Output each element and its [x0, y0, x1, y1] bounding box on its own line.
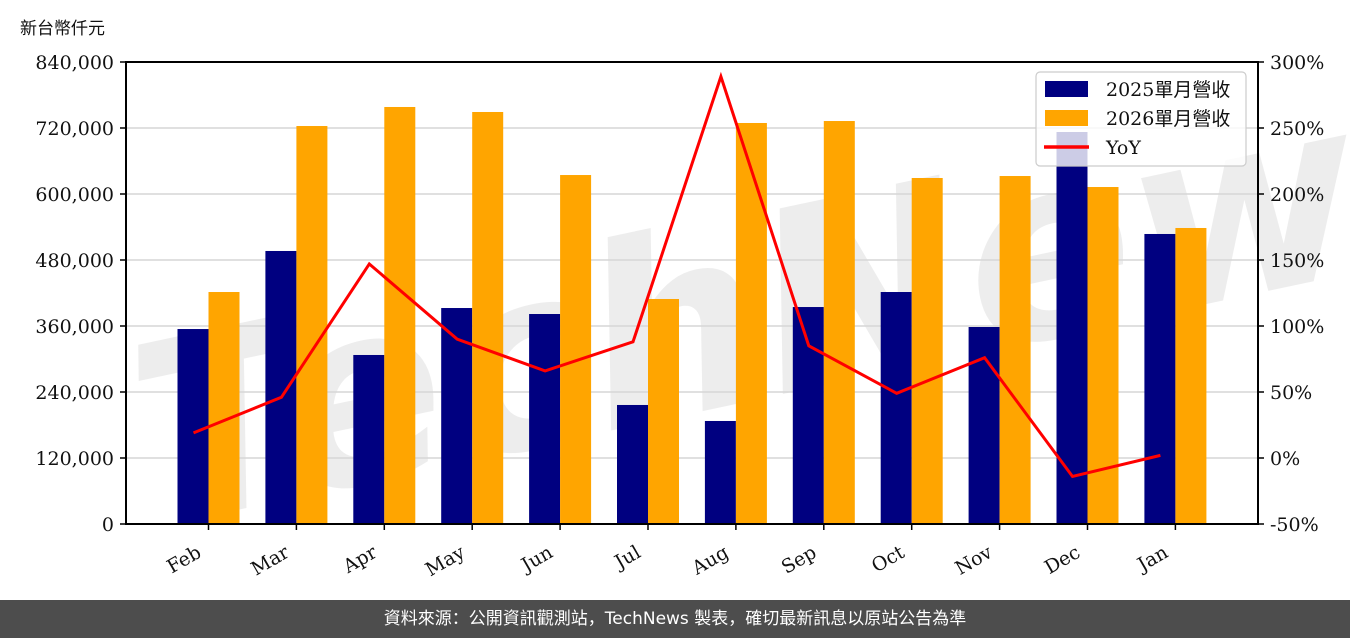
combo-chart: TechNews 0120,000240,000360,000480,00060…: [35, 10, 1350, 584]
bar-2025: [617, 404, 648, 524]
bar-2026: [648, 298, 679, 524]
bar-2025: [1144, 233, 1176, 525]
x-tick-label: Dec: [1041, 541, 1084, 579]
x-tick-label: May: [422, 541, 469, 581]
bar-2026: [384, 106, 416, 525]
bar-2026: [472, 111, 504, 525]
bar-2026: [735, 122, 767, 525]
legend-swatch-icon: [1045, 110, 1088, 126]
y-tick-label: 600,000: [35, 184, 114, 206]
yoy-line-series: [192, 71, 1161, 479]
y-tick-label: 240,000: [35, 382, 114, 404]
legend-label: YoY: [1105, 137, 1141, 159]
y2-tick-label: 0%: [1270, 448, 1300, 470]
bar-2026: [1175, 227, 1207, 525]
bar-2026: [999, 176, 1031, 524]
y-axis-unit-label: 新台幣仟元: [20, 19, 105, 39]
bar-series: [177, 106, 1207, 525]
y-tick-label: 480,000: [35, 250, 114, 272]
y-tick-label: 120,000: [35, 448, 114, 470]
y2-tick-label: 250%: [1270, 118, 1324, 140]
bar-2025: [1056, 132, 1088, 524]
x-tick-label: Jun: [516, 541, 557, 577]
legend-label: 2026單月營收: [1106, 108, 1230, 130]
x-tick-label: Nov: [951, 541, 996, 580]
yoy-line: [192, 71, 1161, 479]
y2-tick-label: 100%: [1270, 316, 1324, 338]
legend-box: [1035, 71, 1247, 167]
bar-2025: [704, 420, 736, 524]
bar-2026: [911, 177, 943, 524]
y-tick-label: 0: [102, 514, 114, 536]
y-tick-label: 360,000: [35, 316, 114, 338]
y2-tick-label: 150%: [1270, 250, 1324, 272]
bar-2026: [296, 126, 328, 525]
bar-2025: [265, 250, 297, 525]
bar-2026: [208, 292, 240, 524]
bar-2025: [177, 329, 209, 524]
x-tick-label: Aug: [688, 541, 733, 580]
legend: 2025單月營收 2026單月營收 YoY: [1035, 71, 1247, 167]
bar-2025: [353, 354, 385, 524]
x-tick-label: Jan: [1132, 541, 1172, 577]
y-tick-label: 720,000: [35, 118, 114, 140]
y2-tick-label: 300%: [1270, 52, 1324, 74]
y-tick-label: 840,000: [35, 52, 114, 74]
bar-2025: [880, 292, 912, 524]
bar-2026: [1087, 187, 1119, 524]
x-tick-label: Oct: [868, 541, 909, 577]
legend-label: 2025單月營收: [1106, 79, 1230, 101]
bar-2025: [529, 314, 561, 524]
x-tick-label: Sep: [778, 541, 821, 578]
y2-tick-label: 200%: [1270, 184, 1324, 206]
source-footer: 資料來源：公開資訊觀測站，TechNews 製表，確切最新訊息以原站公告為準: [0, 600, 1350, 638]
legend-swatch-icon: [1045, 81, 1088, 97]
y2-tick-label: 50%: [1270, 382, 1312, 404]
y2-tick-label: -50%: [1270, 514, 1319, 536]
x-tick-label: Jul: [609, 541, 644, 574]
bar-2026: [823, 121, 855, 524]
bar-2026: [560, 175, 592, 524]
bar-2025: [968, 326, 1000, 524]
